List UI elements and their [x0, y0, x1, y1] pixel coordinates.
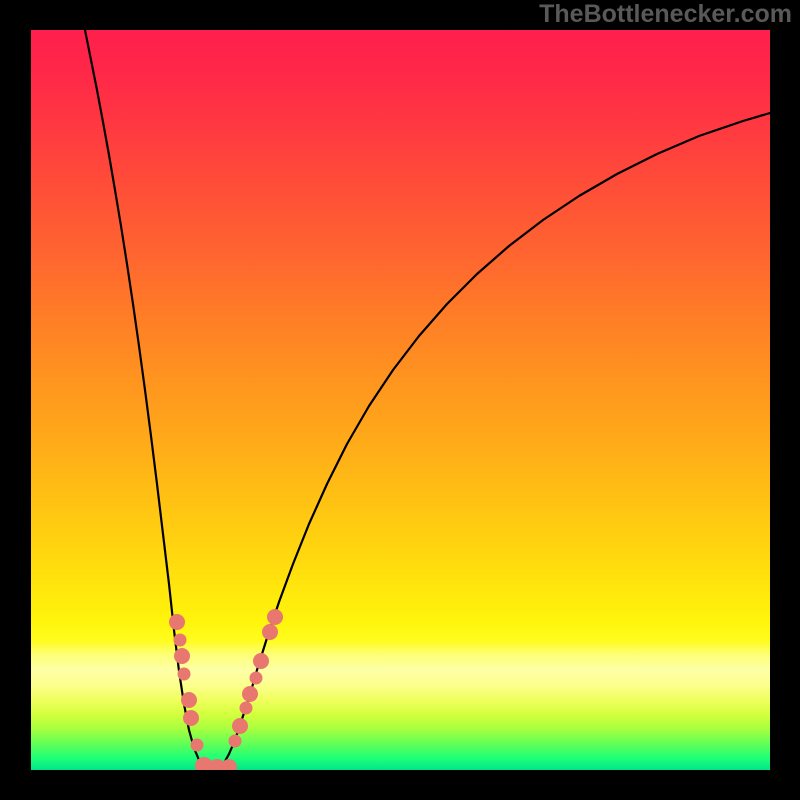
data-point: [174, 634, 187, 647]
data-point: [267, 609, 283, 625]
data-point: [250, 672, 263, 685]
plot-area: [31, 30, 770, 770]
data-point: [232, 718, 248, 734]
data-point: [262, 624, 278, 640]
data-point: [242, 686, 258, 702]
data-point: [183, 710, 199, 726]
chart-container: TheBottlenecker.com: [0, 0, 800, 800]
data-point: [178, 668, 191, 681]
gradient-background: [31, 30, 770, 770]
data-point: [169, 614, 185, 630]
watermark-text: TheBottlenecker.com: [539, 0, 792, 29]
data-point: [240, 702, 253, 715]
data-point: [181, 692, 197, 708]
chart-svg: [31, 30, 770, 770]
data-point: [229, 735, 242, 748]
data-point: [191, 739, 204, 752]
data-point: [253, 653, 269, 669]
data-point: [174, 648, 190, 664]
